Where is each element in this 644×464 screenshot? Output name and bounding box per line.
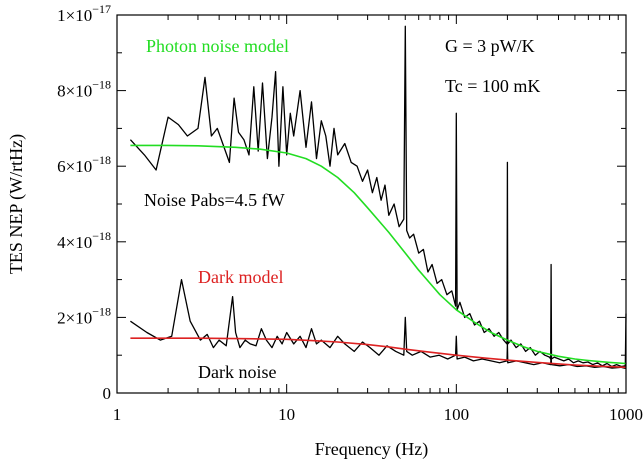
y-tick-mantissa: 6×10 — [57, 157, 92, 176]
dark-model-line — [130, 337, 627, 369]
y-tick-mantissa: 4×10 — [57, 233, 92, 252]
x-tick-label: 1 — [113, 405, 122, 424]
dark-noise-trace — [130, 278, 627, 370]
axis-tick-labels: 1 10 100 100002×10−184×10−186×10−188×10−181… — [57, 2, 643, 424]
y-tick-label: 8×10−18 — [57, 78, 111, 101]
y-tick-mantissa: 1×10 — [57, 6, 92, 25]
photon-noise-model-line — [130, 144, 627, 365]
plot-series — [129, 25, 627, 370]
x-axis-title: Frequency (Hz) — [315, 439, 428, 460]
annotation-dark-noise: Dark noise — [198, 362, 276, 382]
x-tick-label: 1000 — [609, 405, 643, 424]
y-tick-label: 1×10−17 — [57, 2, 111, 25]
annotation-noise-pabs: Noise Pabs=4.5 fW — [144, 190, 285, 210]
y-tick-mantissa: 2×10 — [57, 308, 92, 327]
y-tick-exponent: −18 — [92, 153, 111, 167]
x-tick-label: 10 — [278, 405, 295, 424]
y-tick-label: 6×10−18 — [57, 153, 111, 176]
annotation-dark-model: Dark model — [198, 267, 283, 287]
annotation-photon-noise-model: Photon noise model — [146, 36, 289, 56]
y-tick-exponent: −18 — [92, 229, 111, 243]
x-tick-label: 100 — [444, 405, 470, 424]
y-axis-title: TES NEP (W/rtHz) — [6, 134, 27, 274]
y-tick-mantissa: 8×10 — [57, 82, 92, 101]
axis-ticks — [116, 14, 627, 394]
y-tick-label: 4×10−18 — [57, 229, 111, 252]
y-tick-exponent: −17 — [92, 2, 111, 16]
y-tick-label: 2×10−18 — [57, 304, 111, 327]
y-tick-mantissa: 0 — [103, 384, 112, 403]
photon-noise-trace — [129, 25, 627, 368]
annotation-tc-value: Tc = 100 mK — [445, 76, 540, 96]
annotation-g-value: G = 3 pW/K — [445, 36, 535, 56]
y-tick-exponent: −18 — [92, 304, 111, 318]
y-tick-exponent: −18 — [92, 78, 111, 92]
y-tick-label: 0 — [103, 384, 112, 403]
